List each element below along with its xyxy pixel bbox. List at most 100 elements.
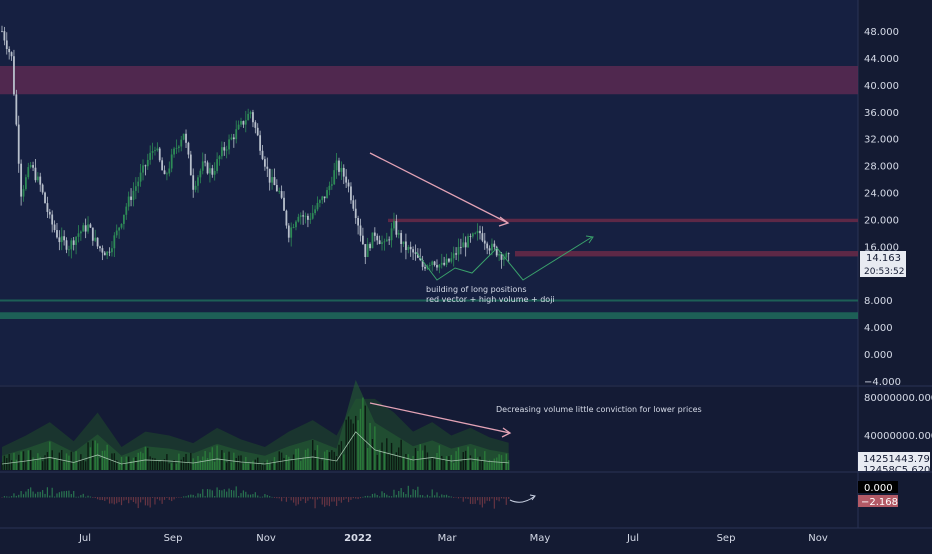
candle-body: [65, 240, 68, 250]
volume-bar: [37, 453, 39, 470]
volume-bar: [75, 451, 77, 470]
candle-body: [87, 224, 89, 232]
pink-trend-arrow[interactable]: [369, 152, 509, 224]
candle-body: [225, 149, 228, 151]
volume-bar: [300, 461, 302, 470]
osc-bar: [493, 497, 495, 509]
osc-bar: [362, 496, 364, 498]
osc-bar: [500, 497, 503, 499]
candle-body: [17, 124, 20, 164]
candle-body: [173, 148, 175, 155]
candle-body: [361, 235, 364, 245]
osc-bar: [56, 493, 58, 498]
volume-bar: [130, 460, 132, 470]
osc-bar: [61, 491, 63, 498]
candle-body: [397, 233, 400, 235]
volume-bar: [309, 458, 312, 470]
volume-bar: [445, 456, 448, 470]
candle-body: [381, 242, 383, 244]
volume-bar: [297, 448, 300, 470]
candle-body: [213, 170, 216, 175]
osc-bar: [73, 490, 75, 498]
candle-body: [125, 206, 128, 215]
volume-bar: [235, 458, 237, 470]
green-path-arrow[interactable]: [415, 236, 593, 281]
volume-trend-arrow[interactable]: [369, 402, 511, 434]
osc-bar: [460, 497, 462, 498]
osc-bar: [34, 493, 37, 498]
osc-bar: [503, 497, 505, 499]
osc-bar: [484, 497, 486, 504]
osc-bar: [281, 497, 283, 502]
candle-body: [491, 243, 493, 251]
candle-body: [364, 244, 367, 258]
osc-bar: [111, 497, 113, 504]
candle-body: [445, 258, 448, 265]
candle-body: [495, 246, 498, 256]
volume-bar: [175, 463, 178, 470]
candle-body: [22, 189, 25, 197]
osc-bar: [221, 490, 223, 498]
price-tick-label: 32.000: [864, 135, 899, 146]
candle-body: [106, 251, 109, 256]
candle-body: [371, 232, 374, 249]
volume-bar: [168, 463, 170, 470]
osc-bar: [92, 497, 94, 498]
osc-bar: [314, 497, 316, 509]
osc-bar: [240, 493, 242, 498]
candle-body: [462, 242, 465, 248]
volume-bar: [443, 459, 445, 470]
osc-bar: [151, 497, 154, 498]
osc-bar: [94, 497, 96, 498]
osc-bar: [326, 497, 328, 506]
time-tick-label: May: [530, 533, 551, 544]
osc-bar: [178, 497, 180, 498]
osc-bar: [400, 488, 402, 498]
osc-bar: [216, 487, 218, 498]
osc-bar: [15, 495, 17, 498]
candle-body: [232, 137, 235, 140]
osc-bar: [223, 489, 225, 498]
candle-body: [48, 211, 51, 215]
osc-bar: [226, 491, 228, 498]
candle-body: [142, 165, 144, 173]
volume-bar: [84, 461, 87, 470]
volume-bar: [362, 397, 364, 470]
volume-bar: [355, 415, 357, 470]
zones-layer: [0, 65, 858, 320]
price-tick-label: 40.000: [864, 81, 899, 92]
candle-body: [99, 246, 101, 249]
candle-body: [197, 177, 199, 186]
price-pane: [0, 0, 858, 385]
candle-body: [194, 185, 197, 190]
candle-body: [209, 168, 211, 174]
candle-body: [237, 124, 240, 130]
time-axis[interactable]: Jul Sep Nov 2022 Mar May Jul Sep Nov: [78, 533, 828, 544]
osc-bar: [166, 497, 168, 498]
osc-bar: [68, 490, 70, 498]
volume-bar: [194, 463, 197, 470]
volume-bar: [352, 423, 355, 470]
candle-body: [3, 31, 6, 41]
volume-bar: [108, 459, 111, 470]
volume-bar: [216, 445, 218, 470]
volume-bar: [70, 451, 73, 470]
candle-body: [175, 147, 178, 149]
volume-bar: [237, 455, 240, 470]
osc-bar: [355, 497, 357, 499]
volume-bar: [252, 460, 254, 470]
volume-bar: [147, 447, 149, 470]
volume-bar: [417, 451, 419, 470]
volume-bar: [154, 458, 156, 470]
price-axis[interactable]: 48.000 44.000 40.000 36.000 32.000 28.000 24.0…: [864, 27, 901, 388]
volume-bar: [18, 454, 20, 470]
volume-bar: [73, 461, 75, 470]
candle-body: [199, 170, 202, 178]
candle-body: [249, 112, 252, 114]
volume-bar: [450, 454, 453, 470]
volume-bar: [254, 459, 257, 470]
osc-bar: [369, 496, 371, 498]
osc-bar: [450, 496, 452, 498]
osc-bar: [462, 497, 464, 502]
